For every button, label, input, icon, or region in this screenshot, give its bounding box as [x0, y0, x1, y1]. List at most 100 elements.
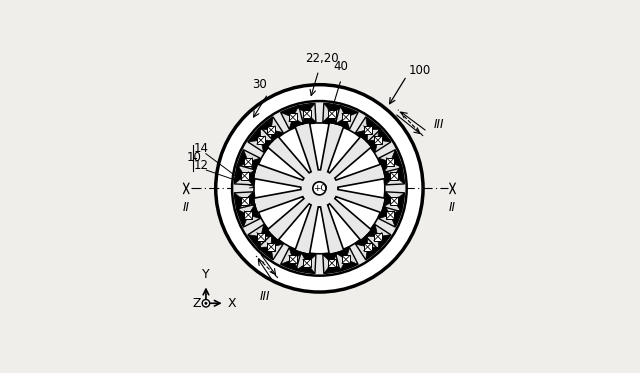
Polygon shape — [390, 150, 402, 168]
Polygon shape — [383, 192, 404, 212]
Polygon shape — [237, 204, 260, 227]
Polygon shape — [248, 204, 260, 219]
Polygon shape — [335, 248, 358, 271]
Polygon shape — [248, 225, 273, 250]
Polygon shape — [335, 197, 380, 229]
Polygon shape — [383, 192, 394, 207]
Text: 30: 30 — [252, 78, 267, 91]
Polygon shape — [244, 170, 255, 185]
Polygon shape — [394, 165, 404, 184]
Polygon shape — [257, 233, 265, 241]
Polygon shape — [365, 247, 381, 260]
Polygon shape — [289, 117, 303, 129]
Polygon shape — [365, 225, 391, 250]
Polygon shape — [289, 256, 297, 263]
Polygon shape — [271, 235, 283, 247]
Polygon shape — [335, 248, 349, 259]
Polygon shape — [335, 106, 358, 129]
Polygon shape — [237, 150, 248, 168]
Text: III: III — [259, 290, 270, 303]
Polygon shape — [296, 253, 316, 273]
Polygon shape — [365, 140, 378, 152]
Polygon shape — [356, 235, 367, 247]
Polygon shape — [267, 243, 275, 251]
Polygon shape — [296, 103, 315, 113]
Polygon shape — [323, 253, 343, 273]
Polygon shape — [237, 209, 248, 227]
Polygon shape — [258, 117, 283, 142]
Text: 40: 40 — [334, 60, 349, 73]
Polygon shape — [324, 263, 343, 273]
Polygon shape — [248, 127, 273, 152]
Polygon shape — [278, 204, 311, 249]
Polygon shape — [338, 179, 385, 198]
Polygon shape — [241, 197, 248, 205]
Text: II: II — [449, 201, 456, 214]
Polygon shape — [281, 259, 299, 271]
Polygon shape — [278, 128, 311, 173]
Text: +O: +O — [314, 184, 328, 193]
Polygon shape — [365, 117, 381, 130]
Text: 10: 10 — [186, 151, 201, 163]
Polygon shape — [234, 192, 255, 212]
Polygon shape — [258, 247, 273, 260]
Polygon shape — [289, 113, 297, 121]
Polygon shape — [383, 165, 404, 185]
Polygon shape — [244, 211, 252, 219]
Polygon shape — [364, 126, 372, 134]
Polygon shape — [365, 127, 391, 152]
Polygon shape — [234, 165, 255, 185]
Polygon shape — [379, 150, 402, 172]
Polygon shape — [323, 103, 343, 124]
Polygon shape — [328, 259, 336, 267]
Polygon shape — [301, 253, 316, 263]
Polygon shape — [379, 204, 402, 227]
Polygon shape — [323, 253, 338, 263]
Polygon shape — [310, 123, 329, 170]
Polygon shape — [296, 263, 315, 273]
Polygon shape — [379, 158, 390, 172]
Polygon shape — [379, 204, 390, 219]
Text: 100: 100 — [409, 64, 431, 77]
Polygon shape — [390, 209, 402, 227]
Circle shape — [216, 85, 423, 292]
Polygon shape — [258, 235, 283, 260]
Polygon shape — [301, 113, 316, 124]
Polygon shape — [281, 106, 303, 129]
Polygon shape — [365, 225, 378, 236]
Text: 22,20: 22,20 — [305, 52, 339, 65]
Polygon shape — [387, 211, 394, 219]
Text: II: II — [183, 201, 189, 214]
Polygon shape — [356, 235, 381, 260]
Polygon shape — [342, 256, 350, 263]
Polygon shape — [259, 197, 304, 229]
Polygon shape — [289, 248, 303, 259]
Polygon shape — [234, 165, 244, 184]
Polygon shape — [340, 259, 358, 271]
Polygon shape — [241, 172, 248, 180]
Polygon shape — [244, 192, 255, 207]
Polygon shape — [356, 117, 381, 142]
Polygon shape — [328, 128, 360, 173]
Text: Z: Z — [192, 297, 201, 310]
Polygon shape — [310, 207, 329, 254]
Polygon shape — [364, 243, 372, 251]
Polygon shape — [390, 197, 398, 205]
Polygon shape — [248, 127, 261, 142]
Text: X: X — [228, 297, 237, 310]
Polygon shape — [383, 170, 394, 185]
Polygon shape — [335, 117, 349, 129]
Circle shape — [313, 182, 326, 195]
Polygon shape — [257, 136, 265, 144]
Polygon shape — [248, 235, 261, 250]
Polygon shape — [237, 150, 260, 172]
Polygon shape — [342, 113, 350, 121]
Polygon shape — [258, 117, 273, 130]
Polygon shape — [267, 126, 275, 134]
Polygon shape — [271, 130, 283, 142]
Polygon shape — [296, 103, 316, 124]
Polygon shape — [340, 106, 358, 117]
Polygon shape — [335, 148, 380, 180]
Polygon shape — [378, 235, 391, 250]
Polygon shape — [248, 158, 260, 172]
